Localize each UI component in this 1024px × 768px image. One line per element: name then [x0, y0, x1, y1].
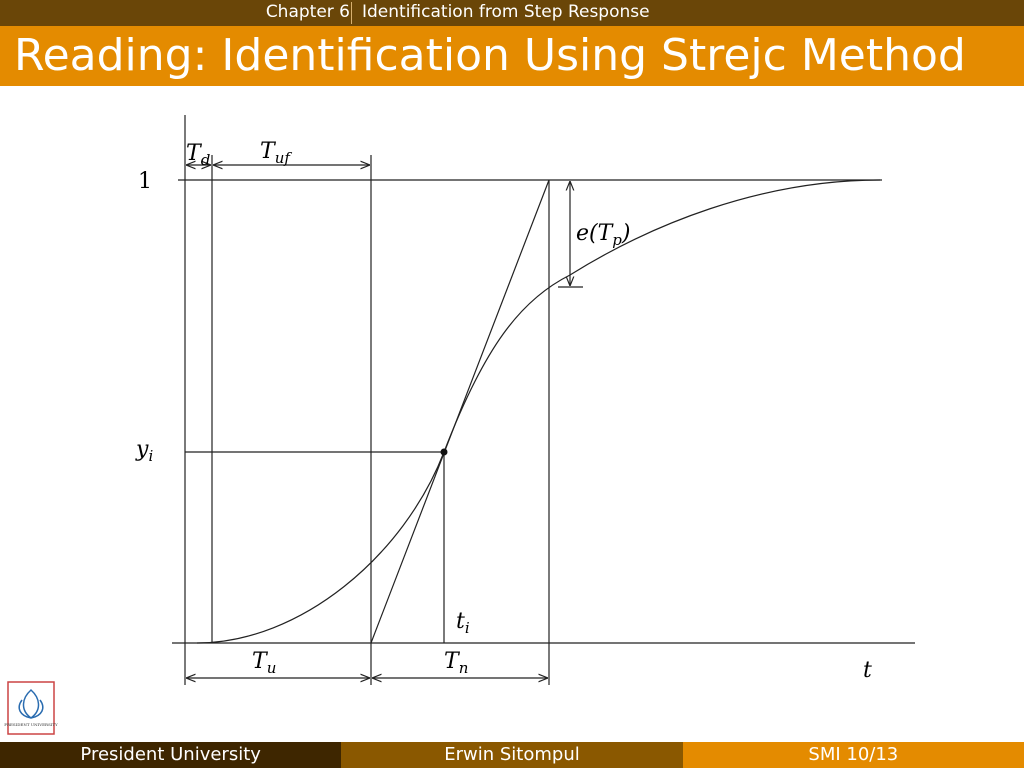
label-one: 1: [138, 169, 152, 194]
footer-right: SMI 10/13: [682, 742, 1024, 768]
footer: President University Erwin Sitompul SMI …: [0, 742, 1024, 768]
arrows: [186, 165, 570, 678]
footer-center: Erwin Sitompul: [341, 742, 683, 768]
label-tuf: Tuf: [260, 139, 292, 167]
label-ti: ti: [456, 609, 470, 637]
logo-text: PRESIDENT UNIVERSITY: [4, 722, 58, 727]
separator: [351, 2, 352, 24]
step-response-curve: [196, 179, 881, 644]
label-tu: Tu: [252, 649, 276, 677]
footer-left: President University: [0, 742, 342, 768]
guide-lines: [185, 155, 583, 685]
label-etp: e(Tp): [576, 221, 631, 249]
slide-title: Reading: Identification Using Strejc Met…: [0, 26, 1024, 86]
label-td: Td: [186, 141, 210, 169]
axes: [172, 115, 915, 685]
inflection-point: [440, 448, 448, 456]
label-yi: yi: [135, 437, 153, 465]
diagram: Td Tuf 1 e(Tp) yi ti Tu Tn t PRESIDENT U…: [4, 115, 915, 735]
label-tn: Tn: [444, 649, 468, 677]
label-t: t: [863, 658, 872, 683]
chapter: Chapter 6: [265, 2, 350, 22]
header-bar: Chapter 6 Identification from Step Respo…: [0, 0, 1024, 26]
logo: PRESIDENT UNIVERSITY: [4, 681, 58, 735]
section: Identification from Step Response: [362, 2, 650, 22]
